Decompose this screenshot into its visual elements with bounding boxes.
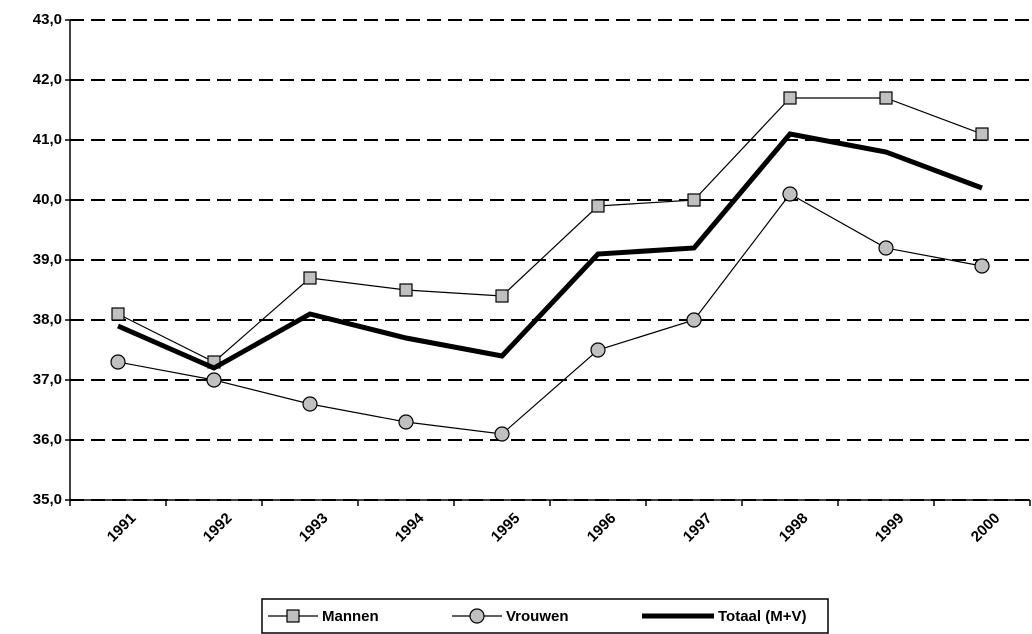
marker [878,240,894,256]
marker [495,289,509,303]
marker [782,186,798,202]
x-tick-label: 1999 [872,510,908,546]
marker [879,91,893,105]
x-tick-label: 1997 [680,510,716,546]
marker [687,193,701,207]
x-tick-label: 1996 [584,510,620,546]
x-tick-label: 1994 [392,509,428,545]
marker [399,283,413,297]
marker [206,372,222,388]
marker [110,354,126,370]
series-line [117,97,983,363]
marker [686,312,702,328]
marker [398,414,414,430]
x-tick-label: 1993 [296,510,332,546]
y-tick-label: 36,0 [33,431,62,448]
y-tick-label: 35,0 [33,491,62,508]
marker [469,608,485,624]
marker [111,307,125,321]
marker [975,127,989,141]
y-tick-label: 42,0 [33,71,62,88]
marker [974,258,990,274]
x-tick-label: 2000 [968,510,1004,546]
marker [302,396,318,412]
y-tick-label: 43,0 [33,11,62,28]
y-tick-label: 37,0 [33,371,62,388]
marker [494,426,510,442]
legend-label: Mannen [322,608,379,625]
y-tick-label: 38,0 [33,311,62,328]
marker [303,271,317,285]
marker [591,199,605,213]
legend: Mannen Vrouwen Totaal (M+V) [261,598,829,634]
y-tick-label: 40,0 [33,191,62,208]
series-line [117,193,983,435]
series-line [116,131,983,371]
legend-label: Totaal (M+V) [718,608,806,625]
x-tick-label: 1998 [776,510,812,546]
x-tick-label: 1992 [200,510,236,546]
marker [783,91,797,105]
x-tick-label: 1991 [104,510,140,546]
y-tick-label: 39,0 [33,251,62,268]
marker [286,609,300,623]
marker [590,342,606,358]
legend-label: Vrouwen [506,608,569,625]
x-tick-label: 1995 [488,510,524,546]
y-tick-label: 41,0 [33,131,62,148]
legend-box [261,598,829,634]
